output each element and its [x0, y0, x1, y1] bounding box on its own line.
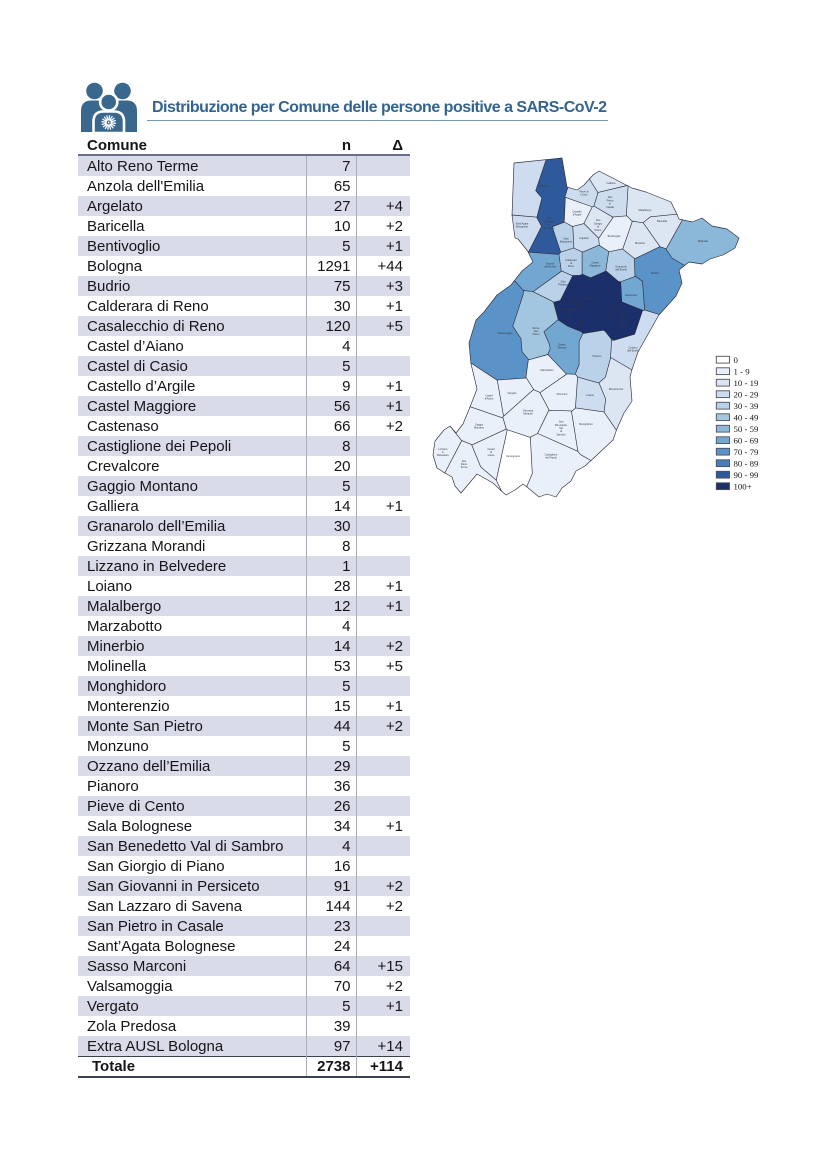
- svg-text:Argelato: Argelato: [579, 236, 589, 240]
- svg-text:Loiano: Loiano: [586, 393, 594, 397]
- svg-text:Calderara: Calderara: [565, 258, 577, 262]
- svg-text:Sasso: Sasso: [558, 342, 566, 346]
- svg-text:50 - 59: 50 - 59: [734, 424, 760, 434]
- svg-text:Benedetto: Benedetto: [555, 423, 567, 427]
- svg-text:100+: 100+: [734, 481, 752, 491]
- svg-text:di: di: [560, 429, 562, 433]
- svg-text:Pieve di: Pieve di: [579, 189, 589, 193]
- svg-text:d'Argile: d'Argile: [573, 213, 582, 217]
- svg-text:Cento: Cento: [581, 193, 588, 197]
- svg-text:10 - 19: 10 - 19: [734, 378, 760, 388]
- svg-text:Predosa: Predosa: [558, 283, 568, 287]
- svg-text:Piano: Piano: [595, 228, 602, 232]
- svg-text:Monte: Monte: [532, 326, 540, 330]
- svg-text:San: San: [559, 420, 564, 424]
- svg-text:dei Pepoli: dei Pepoli: [545, 456, 557, 460]
- svg-text:Valsamoggia: Valsamoggia: [498, 331, 513, 335]
- svg-text:Vergato: Vergato: [508, 391, 517, 395]
- svg-text:in: in: [442, 450, 445, 454]
- svg-text:Castel: Castel: [485, 393, 493, 397]
- svg-text:Grizzana: Grizzana: [523, 408, 534, 412]
- svg-text:Camugnano: Camugnano: [506, 454, 521, 458]
- svg-text:40 - 49: 40 - 49: [734, 412, 760, 422]
- svg-text:San: San: [608, 195, 613, 199]
- svg-text:in: in: [548, 223, 551, 227]
- svg-text:in: in: [609, 202, 612, 206]
- svg-text:1 - 9: 1 - 9: [734, 366, 751, 376]
- svg-text:Maggiore: Maggiore: [590, 264, 601, 268]
- svg-text:Casio: Casio: [488, 453, 495, 457]
- svg-text:Monghidoro: Monghidoro: [579, 422, 593, 426]
- svg-text:San: San: [596, 218, 601, 222]
- svg-text:dell'Emilia: dell'Emilia: [544, 265, 556, 269]
- svg-text:Galliera: Galliera: [607, 181, 616, 185]
- svg-text:Molinella: Molinella: [698, 239, 709, 243]
- svg-text:dell'Emilia: dell'Emilia: [627, 349, 639, 353]
- svg-text:San: San: [621, 314, 626, 318]
- svg-text:80 - 89: 80 - 89: [734, 458, 760, 468]
- svg-text:30 - 39: 30 - 39: [734, 401, 760, 411]
- svg-text:Ozzano: Ozzano: [629, 345, 638, 349]
- svg-text:Giovanni: Giovanni: [544, 219, 555, 223]
- svg-text:San: San: [547, 216, 552, 220]
- svg-text:Bentivoglio: Bentivoglio: [608, 234, 621, 238]
- svg-text:Pietro: Pietro: [533, 332, 540, 336]
- svg-text:Budrio: Budrio: [651, 271, 659, 275]
- svg-text:dell'Emilia: dell'Emilia: [615, 268, 627, 272]
- svg-text:70 - 79: 70 - 79: [734, 447, 760, 457]
- svg-text:Bolognese: Bolognese: [516, 225, 529, 229]
- svg-text:d'Aiano: d'Aiano: [485, 397, 494, 401]
- svg-text:Pietro: Pietro: [607, 198, 614, 202]
- svg-text:Lizzano: Lizzano: [439, 447, 448, 451]
- svg-text:Belvedere: Belvedere: [437, 453, 449, 457]
- svg-text:di: di: [490, 450, 492, 454]
- svg-text:Sambro: Sambro: [556, 432, 566, 436]
- svg-text:Reno: Reno: [568, 264, 575, 268]
- svg-text:Persiceto: Persiceto: [544, 226, 555, 230]
- svg-text:Val: Val: [559, 426, 563, 430]
- svg-text:Montano: Montano: [474, 426, 485, 430]
- svg-text:Pianoro: Pianoro: [593, 354, 602, 358]
- svg-text:Zola: Zola: [560, 279, 566, 283]
- svg-text:Anzola: Anzola: [546, 261, 554, 265]
- svg-text:Reno: Reno: [461, 462, 468, 466]
- svg-text:Bolognese: Bolognese: [560, 240, 573, 244]
- svg-text:Casale: Casale: [606, 205, 615, 209]
- svg-text:Castel: Castel: [591, 260, 599, 264]
- svg-text:20 - 29: 20 - 29: [734, 389, 760, 399]
- svg-text:Crevalcore: Crevalcore: [537, 184, 550, 188]
- svg-text:Reno: Reno: [566, 313, 573, 317]
- svg-text:Castiglione: Castiglione: [545, 452, 558, 456]
- svg-text:Savena: Savena: [619, 324, 628, 328]
- svg-text:0: 0: [734, 355, 739, 365]
- svg-text:60 - 69: 60 - 69: [734, 435, 760, 445]
- svg-text:Malalbergo: Malalbergo: [639, 208, 652, 212]
- svg-text:Castel: Castel: [487, 447, 495, 451]
- svg-text:San: San: [534, 329, 539, 333]
- svg-text:Baricella: Baricella: [657, 219, 668, 223]
- svg-text:Giorgio: Giorgio: [594, 221, 603, 225]
- svg-text:di: di: [622, 321, 624, 325]
- svg-text:Gaggio: Gaggio: [475, 422, 484, 426]
- svg-text:Sala: Sala: [563, 236, 569, 240]
- svg-text:90 - 99: 90 - 99: [734, 470, 760, 480]
- svg-text:Alto: Alto: [462, 459, 467, 463]
- svg-text:Casalecchio: Casalecchio: [562, 307, 577, 311]
- svg-text:di: di: [568, 310, 570, 314]
- svg-text:Castenaso: Castenaso: [625, 293, 638, 297]
- svg-text:Lazzaro: Lazzaro: [618, 317, 628, 321]
- svg-text:Marzabotto: Marzabotto: [541, 368, 555, 372]
- svg-text:Monzuno: Monzuno: [557, 392, 568, 396]
- svg-text:di: di: [597, 225, 599, 229]
- svg-text:Granarolo: Granarolo: [615, 264, 627, 268]
- svg-text:Terme: Terme: [460, 465, 468, 469]
- svg-text:Castello: Castello: [572, 209, 582, 213]
- svg-text:Bologna: Bologna: [586, 296, 596, 300]
- svg-text:Marconi: Marconi: [557, 346, 567, 350]
- svg-text:di: di: [570, 261, 572, 265]
- svg-text:Monterenzio: Monterenzio: [609, 387, 624, 391]
- svg-text:Minerbio: Minerbio: [635, 241, 646, 245]
- svg-text:Sant'Agata: Sant'Agata: [516, 221, 529, 225]
- svg-text:Morandi: Morandi: [523, 412, 533, 416]
